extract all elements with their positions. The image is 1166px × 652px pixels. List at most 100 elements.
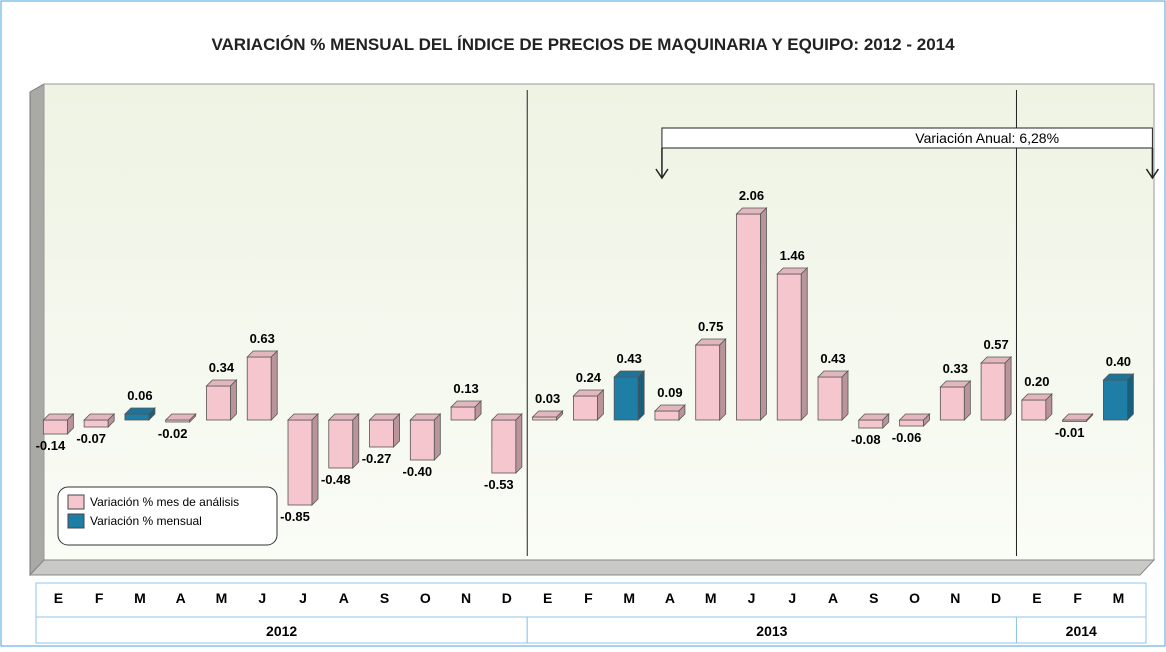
bar-front [1021, 399, 1047, 421]
x-tick-label: J [258, 590, 266, 606]
x-tick-label: M [216, 590, 228, 606]
bar-front [124, 413, 150, 421]
x-tick-label: O [909, 590, 920, 606]
bar-front [736, 213, 761, 421]
bar-side [311, 413, 319, 506]
bar-front [369, 419, 394, 448]
data-label: 0.24 [576, 370, 602, 385]
bar-front [817, 376, 843, 421]
data-label: 0.13 [453, 381, 478, 396]
year-box [35, 616, 528, 644]
bar-front [328, 419, 354, 469]
data-label: 0.20 [1024, 374, 1049, 389]
data-label: 1.46 [780, 248, 805, 263]
x-tick-label: O [420, 590, 431, 606]
bar-side [1086, 413, 1094, 422]
bar-side [393, 413, 400, 448]
bar-side [596, 389, 604, 421]
bar-side [882, 413, 890, 429]
bar-front [1103, 379, 1128, 421]
bar-side [841, 370, 849, 421]
x-tick-label: J [788, 590, 796, 606]
bar-side [923, 413, 930, 427]
annotation-arrowhead [1145, 168, 1160, 180]
x-tick-label: N [461, 590, 471, 606]
bar-front [246, 356, 272, 421]
bar-side [230, 379, 237, 421]
data-label: -0.85 [280, 509, 310, 524]
annotation: Variación Anual: 6,28% [915, 130, 1059, 146]
data-label: -0.14 [36, 438, 66, 453]
bar-front [532, 416, 558, 421]
bar-side [556, 410, 564, 421]
bar-side [66, 413, 74, 435]
x-tick-label: A [176, 590, 186, 606]
year-label: 2013 [756, 623, 787, 639]
x-tick-label: S [380, 590, 389, 606]
data-label: 0.33 [943, 361, 968, 376]
bar-side [352, 413, 360, 469]
bar-side [800, 267, 808, 421]
x-tick-label: F [95, 590, 104, 606]
data-label: -0.48 [321, 472, 351, 487]
bar-front [613, 376, 639, 421]
x-tick-label: E [543, 590, 552, 606]
year-label: 2014 [1066, 623, 1097, 639]
data-label: -0.07 [76, 431, 106, 446]
bar-side [270, 350, 278, 421]
data-label: 0.09 [657, 385, 682, 400]
bar-side [515, 413, 523, 474]
annotation-box [661, 127, 1153, 149]
bar-side [474, 400, 482, 421]
x-tick-label: F [584, 590, 593, 606]
bar-side [433, 413, 441, 461]
x-tick-label: D [991, 590, 1001, 606]
data-label: 0.43 [820, 351, 845, 366]
x-tick-label: E [54, 590, 63, 606]
x-tick-label: M [705, 590, 717, 606]
bar-front [42, 419, 68, 435]
bar-front [572, 395, 598, 421]
floor [28, 559, 1156, 576]
legend-swatch [67, 494, 85, 510]
x-tick-label: J [299, 590, 307, 606]
x-tick-label: A [665, 590, 675, 606]
bar-front [83, 419, 109, 428]
data-label: -0.02 [158, 426, 188, 441]
bar-side [148, 407, 156, 421]
bar-side [760, 207, 767, 421]
data-label: -0.27 [362, 451, 392, 466]
bar-front [206, 385, 231, 421]
side-wall [29, 83, 45, 577]
bar-front [409, 419, 435, 461]
bar-side [1127, 373, 1134, 421]
legend-label: Variación % mes de análisis [90, 495, 239, 509]
bar-front [287, 419, 313, 506]
bar-front [654, 410, 680, 421]
data-label: 0.34 [209, 360, 235, 375]
x-tick-label: S [869, 590, 878, 606]
bar-side [719, 338, 727, 421]
data-label: 0.40 [1106, 354, 1131, 369]
x-tick-label: E [1032, 590, 1041, 606]
bar-side [1004, 356, 1012, 421]
data-label: 0.75 [698, 319, 723, 334]
chart-title: VARIACIÓN % MENSUAL DEL ÍNDICE DE PRECIO… [211, 35, 955, 54]
x-tick-label: M [134, 590, 146, 606]
bar-side [107, 413, 115, 428]
x-tick-label: D [502, 590, 512, 606]
bar-side [963, 380, 971, 421]
x-tick-label: J [748, 590, 756, 606]
data-label: 0.63 [250, 331, 275, 346]
bar-side [1045, 393, 1053, 421]
legend-label: Variación % mensual [90, 514, 202, 528]
legend-swatch [67, 513, 85, 529]
x-tick-label: A [339, 590, 349, 606]
data-label: 0.57 [983, 337, 1008, 352]
year-box [526, 616, 1017, 644]
data-label: -0.06 [892, 430, 922, 445]
data-label: 0.03 [535, 391, 560, 406]
month-row [35, 582, 1147, 618]
data-label: 2.06 [739, 188, 764, 203]
